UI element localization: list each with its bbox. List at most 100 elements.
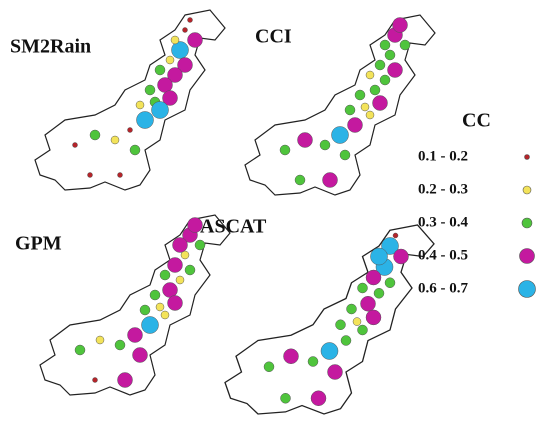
legend-label: 0.6 - 0.7 xyxy=(418,280,468,296)
station xyxy=(144,84,156,96)
station xyxy=(372,95,388,111)
station xyxy=(340,335,352,346)
station xyxy=(157,77,173,93)
panel-title: SM2Rain xyxy=(10,36,91,58)
legend-title: CC xyxy=(462,110,491,132)
station xyxy=(310,390,327,406)
station xyxy=(379,74,391,86)
station xyxy=(307,356,319,367)
station xyxy=(373,288,385,299)
station xyxy=(379,39,391,51)
legend-label: 0.1 - 0.2 xyxy=(418,148,468,164)
station xyxy=(141,316,159,334)
station xyxy=(384,277,396,288)
station xyxy=(331,126,349,144)
station xyxy=(280,393,291,404)
station xyxy=(149,289,161,301)
legend-swatch xyxy=(522,185,532,195)
station xyxy=(180,250,190,260)
station xyxy=(335,319,346,330)
station xyxy=(365,309,382,326)
legend-label: 0.4 - 0.5 xyxy=(418,247,468,263)
station xyxy=(319,139,331,151)
station xyxy=(127,327,143,343)
station xyxy=(393,248,409,265)
station xyxy=(365,269,382,286)
station xyxy=(162,90,178,106)
station xyxy=(155,302,165,312)
station xyxy=(151,101,169,119)
station xyxy=(347,117,363,133)
station xyxy=(392,17,408,33)
station xyxy=(365,70,375,80)
stations xyxy=(72,17,411,406)
station xyxy=(357,282,368,294)
maps xyxy=(34,9,436,415)
station xyxy=(327,364,343,380)
station xyxy=(167,67,183,83)
station xyxy=(172,237,188,253)
panel-title: CCI xyxy=(255,26,292,48)
legend-swatch xyxy=(519,248,535,264)
panel-title: GPM xyxy=(15,233,62,255)
station xyxy=(117,172,123,178)
legend-swatch xyxy=(524,154,530,160)
station xyxy=(74,344,86,356)
station xyxy=(182,27,188,33)
station xyxy=(154,64,166,76)
station xyxy=(171,41,189,59)
station xyxy=(354,89,366,101)
legend-label: 0.3 - 0.4 xyxy=(418,214,468,230)
legend-swatch xyxy=(518,280,536,298)
station xyxy=(370,247,388,266)
station xyxy=(187,217,203,233)
station xyxy=(135,100,145,110)
station xyxy=(294,174,306,186)
station xyxy=(170,35,180,45)
station xyxy=(165,55,175,65)
station xyxy=(95,335,105,345)
station xyxy=(357,324,368,336)
station xyxy=(117,372,133,388)
station xyxy=(177,57,193,73)
station xyxy=(381,237,399,255)
station xyxy=(320,342,339,360)
station xyxy=(283,348,299,364)
station xyxy=(384,49,396,61)
station xyxy=(374,59,386,71)
station xyxy=(89,129,101,141)
station xyxy=(387,62,403,78)
station xyxy=(263,361,275,372)
station xyxy=(87,172,93,178)
station xyxy=(127,127,133,133)
station xyxy=(399,39,411,51)
station xyxy=(72,142,78,148)
station xyxy=(167,257,183,273)
station xyxy=(162,282,178,298)
station xyxy=(297,132,313,148)
station xyxy=(159,269,171,281)
station xyxy=(360,102,370,112)
station xyxy=(344,104,356,116)
station xyxy=(167,295,183,311)
station xyxy=(187,17,193,23)
legend-label: 0.2 - 0.3 xyxy=(418,181,468,197)
station xyxy=(369,84,381,96)
station xyxy=(365,110,375,120)
station xyxy=(360,296,376,312)
station xyxy=(114,339,126,351)
station xyxy=(184,264,196,276)
station xyxy=(139,304,151,316)
station xyxy=(175,275,185,285)
legend-swatch xyxy=(521,217,533,229)
station xyxy=(279,144,291,156)
station xyxy=(187,32,203,48)
station xyxy=(132,347,148,363)
legend: 0.1 - 0.2 0.2 - 0.3 0.3 - 0.4 0.4 - 0.5 0.6 … xyxy=(418,148,536,298)
station xyxy=(352,317,362,326)
station xyxy=(339,149,351,161)
station xyxy=(322,172,338,188)
station xyxy=(194,239,206,251)
